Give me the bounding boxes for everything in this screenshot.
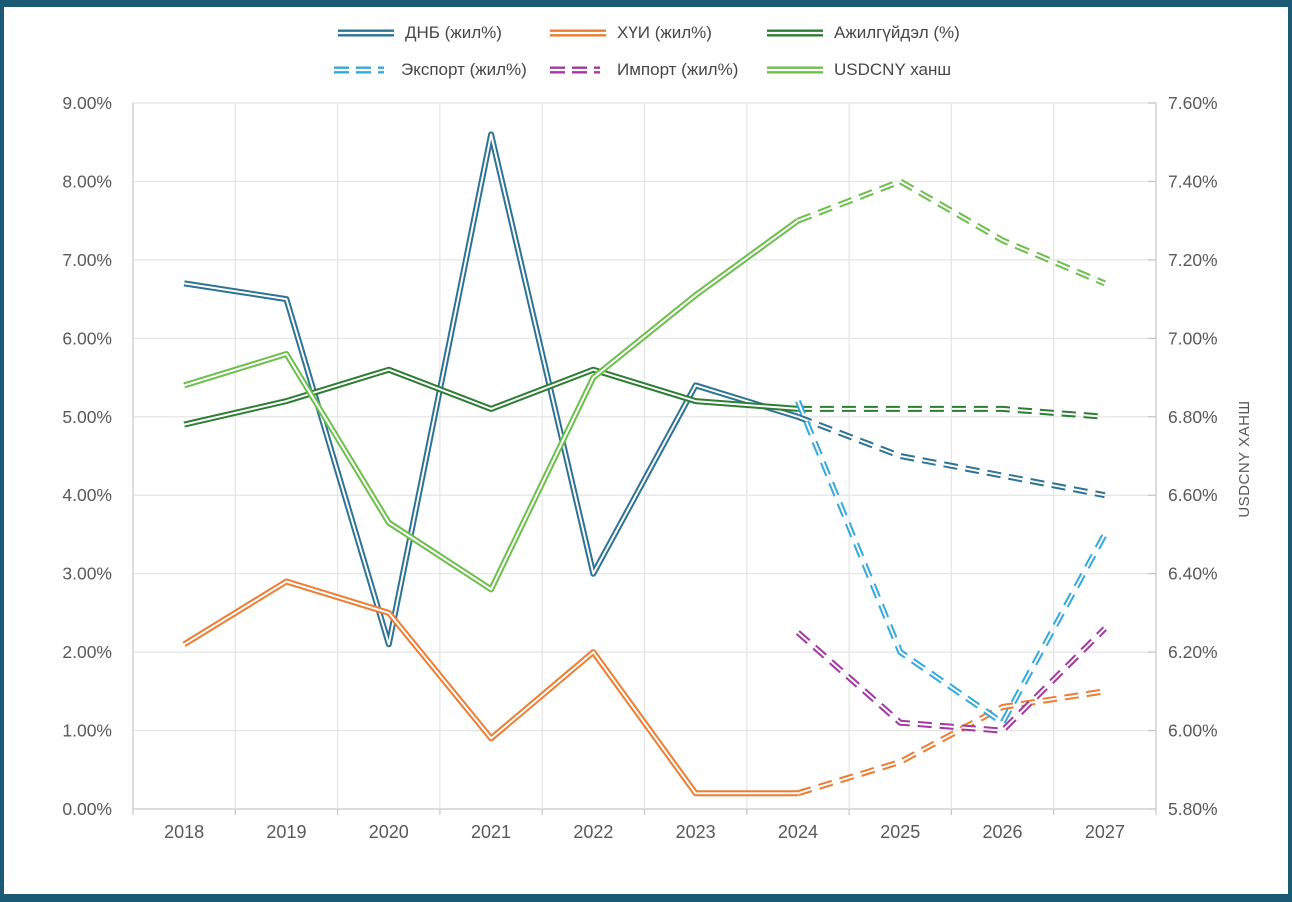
right-axis-tick-label: 6.60% — [1168, 485, 1218, 505]
legend-label-gdp: ДНБ (жил%) — [405, 23, 502, 42]
left-axis-tick-label: 2.00% — [62, 642, 112, 662]
x-axis-tick-label: 2025 — [880, 822, 920, 842]
right-axis-tick-label: 6.00% — [1168, 721, 1218, 741]
legend-item-gdp: ДНБ (жил%) — [337, 22, 502, 44]
left-axis-tick-label: 1.00% — [62, 721, 112, 741]
legend-item-unemployment: Ажилгүйдэл (%) — [766, 22, 960, 44]
legend-item-cpi: ХҮИ (жил%) — [549, 22, 712, 44]
legend-item-export: Экспорт (жил%) — [333, 59, 527, 81]
x-axis-tick-label: 2027 — [1085, 822, 1125, 842]
gdp-line-icon — [338, 29, 394, 37]
series-5 — [183, 178, 1106, 593]
x-axis-tick-label: 2026 — [983, 822, 1023, 842]
axis-ticks — [132, 102, 1157, 815]
left-axis-tick-label: 4.00% — [62, 485, 112, 505]
series-4 — [795, 626, 1107, 734]
left-axis-tick-label: 7.00% — [62, 250, 112, 270]
gridlines — [132, 102, 1157, 810]
right-axis-tick-label: 6.80% — [1168, 407, 1218, 427]
legend-label-export: Экспорт (жил%) — [401, 60, 527, 79]
left-axis-tick-label: 6.00% — [62, 328, 112, 348]
unemployment-line-icon — [767, 29, 823, 37]
x-axis-tick-label: 2020 — [369, 822, 409, 842]
left-axis-tick-label: 8.00% — [62, 171, 112, 191]
cpi-line-icon — [550, 29, 606, 37]
chart-panel — [4, 7, 1288, 894]
export-dashed-line-icon — [334, 66, 390, 74]
x-axis-tick-label: 2021 — [471, 822, 511, 842]
legend-label-cpi: ХҮИ (жил%) — [617, 23, 712, 42]
x-axis-tick-label: 2023 — [676, 822, 716, 842]
series-1 — [182, 578, 1106, 797]
left-axis-tick-label: 0.00% — [62, 799, 112, 819]
right-axis-tick-label: 5.80% — [1168, 799, 1218, 819]
legend-item-usdcny: USDCNY ханш — [766, 59, 951, 81]
series-2 — [183, 366, 1106, 428]
axis-labels: 0.00% 1.00% 2.00% 3.00% 4.00% 5.00% 6.00% 7.00%… — [62, 93, 1217, 842]
x-axis-tick-label: 2018 — [164, 822, 204, 842]
legend-label-usdcny: USDCNY ханш — [834, 60, 951, 79]
right-axis-tick-label: 6.20% — [1168, 642, 1218, 662]
right-axis-tick-label: 7.00% — [1168, 328, 1218, 348]
legend-label-unemployment: Ажилгүйдэл (%) — [834, 23, 960, 42]
usdcny-line-icon — [767, 66, 823, 74]
x-axis-tick-label: 2024 — [778, 822, 818, 842]
left-axis-tick-label: 5.00% — [62, 407, 112, 427]
right-axis-tick-label: 6.40% — [1168, 564, 1218, 584]
legend-item-import: Импорт (жил%) — [549, 59, 738, 81]
x-axis-tick-label: 2019 — [266, 822, 306, 842]
left-axis-tick-label: 9.00% — [62, 93, 112, 113]
left-axis-tick-label: 3.00% — [62, 564, 112, 584]
legend-label-import: Импорт (жил%) — [617, 60, 739, 79]
series-3 — [795, 399, 1108, 726]
import-dashed-line-icon — [550, 66, 606, 74]
x-axis-tick-label: 2022 — [573, 822, 613, 842]
right-axis-tick-label: 7.40% — [1168, 171, 1218, 191]
right-axis-tick-label: 7.20% — [1168, 250, 1218, 270]
right-axis-tick-label: 7.60% — [1168, 93, 1218, 113]
series-0 — [183, 131, 1106, 648]
